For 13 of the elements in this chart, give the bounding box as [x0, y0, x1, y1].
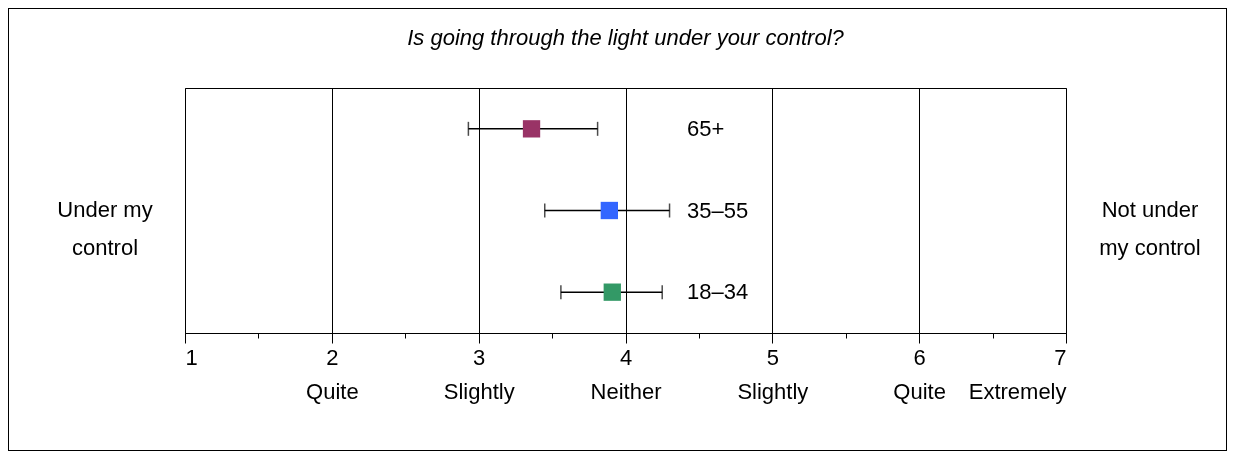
x-tick-label: 6 Quite: [893, 344, 946, 404]
y-tick-label: 65+: [687, 115, 725, 141]
text: Under my control: [57, 197, 153, 260]
x-tick-label: 4 Neither: [590, 344, 662, 404]
chart-title: Is going through the light under your control?: [407, 25, 845, 50]
y-tick-label: 35–55: [687, 197, 749, 223]
y-tick-label: 18–34: [687, 279, 749, 305]
text: Not under my control: [1099, 197, 1201, 260]
x-tick-label: 3 Slightly: [443, 344, 515, 404]
x-tick-label: 2 Quite: [306, 344, 359, 404]
x-tick-label: 5 Slightly: [737, 344, 809, 404]
x-tick-label: 1: [185, 344, 198, 370]
x-tick-label: 7 Extremely: [968, 344, 1067, 404]
